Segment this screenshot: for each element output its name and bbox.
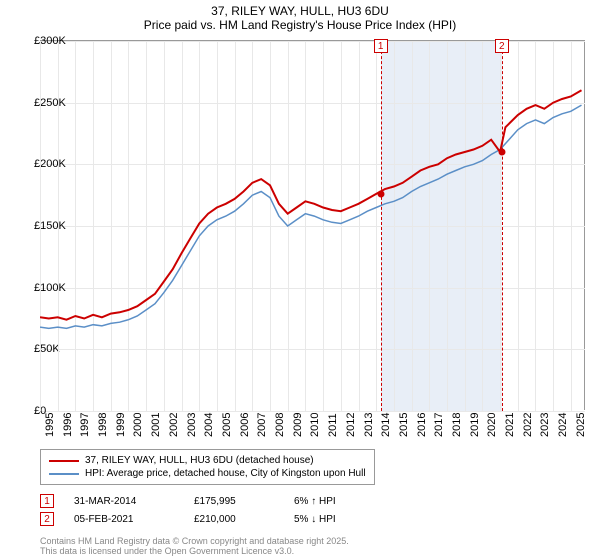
x-axis-label: 2008 (274, 413, 286, 437)
legend-item: 37, RILEY WAY, HULL, HU3 6DU (detached h… (49, 454, 366, 467)
x-axis-label: 2013 (363, 413, 375, 437)
chart-container: 37, RILEY WAY, HULL, HU3 6DU Price paid … (0, 0, 600, 560)
x-axis-label: 2011 (327, 413, 339, 437)
marker-table: 1 31-MAR-2014 £175,995 6% ↑ HPI 2 05-FEB-2021… (40, 492, 336, 528)
marker-price: £210,000 (194, 514, 274, 525)
x-axis-label: 1999 (115, 413, 127, 437)
legend-swatch (49, 473, 79, 475)
legend-label: HPI: Average price, detached house, City… (85, 468, 366, 479)
x-axis-label: 2023 (539, 413, 551, 437)
x-axis-label: 2022 (522, 413, 534, 437)
plot-area: £0£50K£100K£150K£200K£250K£300K199519961… (40, 40, 585, 410)
legend-label: 37, RILEY WAY, HULL, HU3 6DU (detached h… (85, 455, 314, 466)
x-axis-label: 2021 (504, 413, 516, 437)
x-axis-label: 2014 (380, 413, 392, 437)
x-axis-label: 2019 (469, 413, 481, 437)
marker-price: £175,995 (194, 496, 274, 507)
footer-text: Contains HM Land Registry data © Crown c… (40, 536, 349, 556)
footer-line-1: Contains HM Land Registry data © Crown c… (40, 536, 349, 546)
x-axis-label: 2020 (486, 413, 498, 437)
x-axis-label: 1998 (97, 413, 109, 437)
marker-delta: 6% ↑ HPI (294, 496, 336, 507)
x-axis-label: 2025 (575, 413, 587, 437)
legend-box: 37, RILEY WAY, HULL, HU3 6DU (detached h… (40, 449, 375, 485)
x-axis-label: 2007 (256, 413, 268, 437)
legend-item: HPI: Average price, detached house, City… (49, 467, 366, 480)
marker-row: 1 31-MAR-2014 £175,995 6% ↑ HPI (40, 492, 336, 510)
footer-line-2: This data is licensed under the Open Gov… (40, 546, 349, 556)
x-axis-label: 2024 (557, 413, 569, 437)
marker-date: 31-MAR-2014 (74, 496, 174, 507)
price-point-dot (498, 149, 505, 156)
x-axis-label: 2001 (150, 413, 162, 437)
x-axis-label: 2004 (203, 413, 215, 437)
x-axis-label: 2016 (416, 413, 428, 437)
x-axis-label: 2009 (292, 413, 304, 437)
x-axis-label: 1995 (44, 413, 56, 437)
x-axis-label: 2003 (186, 413, 198, 437)
x-axis-label: 2005 (221, 413, 233, 437)
x-axis-label: 2000 (132, 413, 144, 437)
chart-title: 37, RILEY WAY, HULL, HU3 6DU (0, 0, 600, 18)
x-axis-label: 2015 (398, 413, 410, 437)
price-point-dot (377, 190, 384, 197)
x-axis-label: 2017 (433, 413, 445, 437)
marker-number: 1 (40, 494, 54, 508)
x-axis-label: 1996 (62, 413, 74, 437)
marker-delta: 5% ↓ HPI (294, 514, 336, 525)
marker-row: 2 05-FEB-2021 £210,000 5% ↓ HPI (40, 510, 336, 528)
marker-date: 05-FEB-2021 (74, 514, 174, 525)
x-axis-label: 2006 (239, 413, 251, 437)
marker-number: 2 (40, 512, 54, 526)
chart-subtitle: Price paid vs. HM Land Registry's House … (0, 18, 600, 36)
x-axis-label: 1997 (79, 413, 91, 437)
x-axis-label: 2002 (168, 413, 180, 437)
x-axis-label: 2018 (451, 413, 463, 437)
x-axis-label: 2010 (309, 413, 321, 437)
x-axis-label: 2012 (345, 413, 357, 437)
legend-swatch (49, 460, 79, 462)
